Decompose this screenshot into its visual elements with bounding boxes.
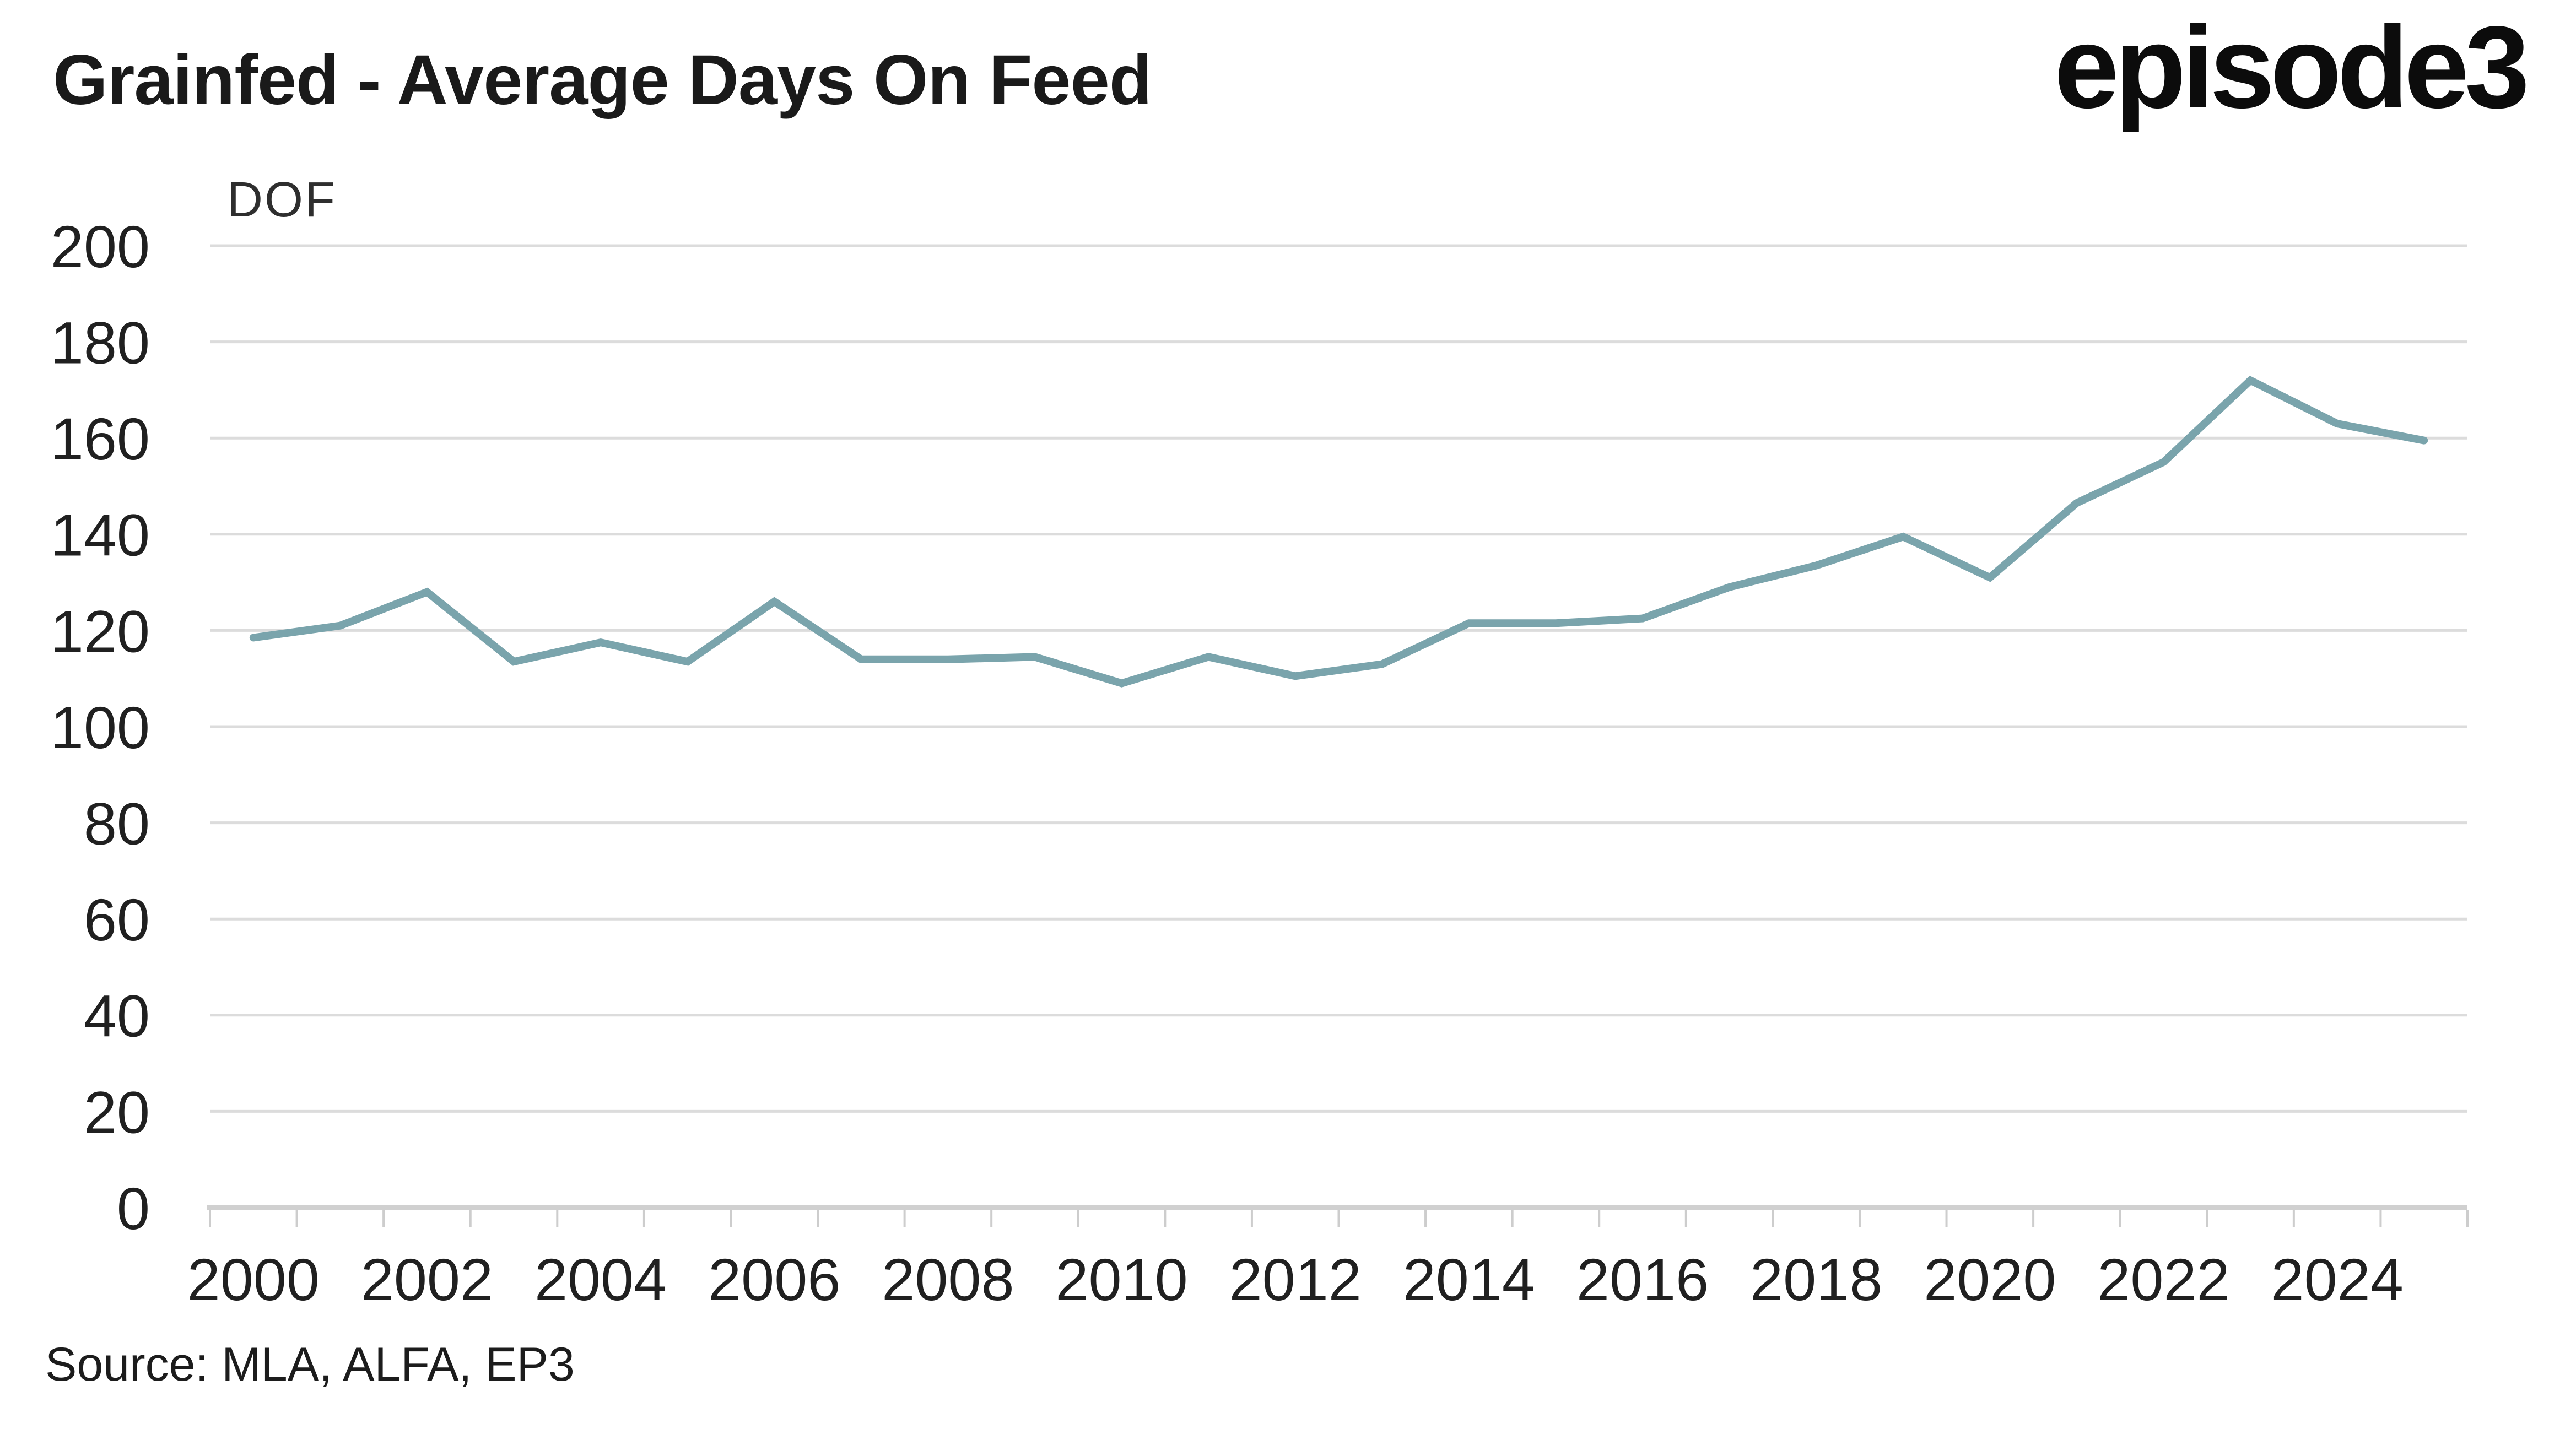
x-tick-label: 2006 <box>708 1246 840 1313</box>
x-tick-label: 2000 <box>187 1246 320 1313</box>
y-tick-label: 140 <box>51 502 150 569</box>
x-tick-label: 2012 <box>1229 1246 1362 1313</box>
x-tick-label: 2024 <box>2271 1246 2404 1313</box>
x-tick-label: 2016 <box>1576 1246 1709 1313</box>
y-tick-label: 60 <box>84 886 150 953</box>
y-tick-label: 160 <box>51 405 150 472</box>
x-tick-label: 2008 <box>882 1246 1014 1313</box>
x-tick-label: 2002 <box>361 1246 493 1313</box>
dof-line <box>249 375 2428 688</box>
y-axis-title: DOF <box>227 172 337 228</box>
y-tick-label: 120 <box>51 598 150 664</box>
x-tick-label: 2022 <box>2097 1246 2229 1313</box>
y-tick-label: 80 <box>84 790 150 857</box>
source-note: Source: MLA, ALFA, EP3 <box>45 1338 575 1391</box>
y-tick-label: 0 <box>117 1175 150 1242</box>
y-tick-label: 200 <box>51 213 150 280</box>
x-tick-label: 2004 <box>534 1246 667 1313</box>
episode3-logo: episode3 <box>2054 2 2530 132</box>
page-title: Grainfed - Average Days On Feed <box>53 41 1152 120</box>
x-tick-label: 2020 <box>1924 1246 2056 1313</box>
x-tick-label: 2014 <box>1403 1246 1535 1313</box>
y-tick-label: 40 <box>84 983 150 1049</box>
y-tick-label: 100 <box>51 694 150 761</box>
y-tick-label: 180 <box>51 309 150 376</box>
x-tick-label: 2010 <box>1055 1246 1187 1313</box>
x-tick-label: 2018 <box>1750 1246 1882 1313</box>
y-tick-label: 20 <box>84 1079 150 1145</box>
